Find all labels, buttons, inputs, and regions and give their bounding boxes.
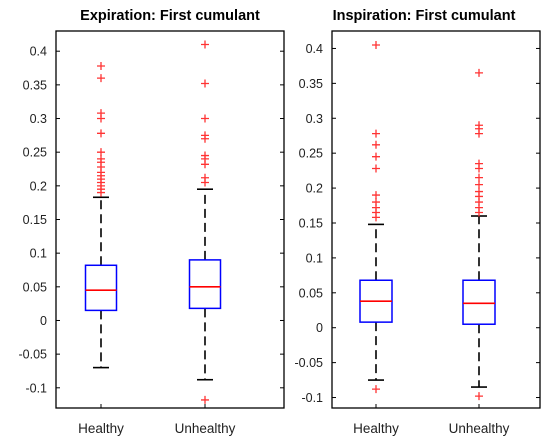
x-category-label: Healthy bbox=[353, 421, 399, 436]
outlier-point bbox=[475, 208, 483, 217]
box-unhealthy bbox=[188, 40, 222, 404]
y-tick-label: 0.3 bbox=[30, 112, 47, 126]
y-tick-label: 0 bbox=[316, 321, 323, 335]
outlier-point bbox=[372, 140, 380, 149]
outlier-point bbox=[201, 178, 209, 187]
outlier-point bbox=[97, 188, 105, 197]
outlier-point bbox=[372, 213, 380, 222]
outlier-point bbox=[201, 134, 209, 143]
axes-frame bbox=[55, 30, 285, 409]
outlier-point bbox=[97, 129, 105, 138]
y-tick-label: 0.2 bbox=[30, 179, 47, 193]
inspiration-panel: Inspiration: First cumulant -0.1 -0.05 0 0.… bbox=[295, 8, 541, 436]
outlier-point bbox=[475, 164, 483, 173]
y-tick-label: -0.05 bbox=[19, 348, 48, 362]
y-tick-label: 0.2 bbox=[306, 182, 323, 196]
y-tick-label: 0.15 bbox=[23, 213, 47, 227]
y-tick-label: 0.15 bbox=[299, 216, 323, 230]
y-tick-label: 0.1 bbox=[306, 251, 323, 265]
y-tick-label: 0.25 bbox=[299, 147, 323, 161]
y-tick-label: 0.35 bbox=[23, 78, 47, 92]
box-healthy bbox=[84, 62, 118, 369]
outlier-point bbox=[97, 62, 105, 71]
y-tick-label: 0.05 bbox=[23, 280, 47, 294]
outlier-point bbox=[372, 152, 380, 161]
x-category-label: Unhealthy bbox=[449, 421, 510, 436]
y-tick-label: -0.1 bbox=[25, 381, 47, 395]
outlier-point bbox=[97, 114, 105, 123]
inspiration-title: Inspiration: First cumulant bbox=[333, 8, 516, 24]
expiration-panel: Expiration: First cumulant -0.1 -0.05 0 0.0… bbox=[19, 8, 285, 436]
outlier-point bbox=[201, 395, 209, 404]
outlier-point bbox=[372, 385, 380, 394]
y-tick-label: 0.1 bbox=[30, 247, 47, 261]
interquartile-box bbox=[462, 279, 496, 325]
outlier-point bbox=[475, 180, 483, 189]
outlier-point bbox=[475, 129, 483, 138]
y-tick-label: 0.35 bbox=[299, 77, 323, 91]
outlier-point bbox=[372, 129, 380, 138]
y-tick-label: -0.1 bbox=[301, 391, 323, 405]
y-tick-label: 0.3 bbox=[306, 112, 323, 126]
outlier-point bbox=[475, 173, 483, 182]
outlier-point bbox=[201, 114, 209, 123]
x-category-label: Healthy bbox=[78, 421, 124, 436]
outlier-point bbox=[201, 160, 209, 169]
box-healthy bbox=[359, 40, 393, 394]
outlier-point bbox=[97, 74, 105, 83]
y-tick-label: 0.05 bbox=[299, 286, 323, 300]
y-tick-label: -0.05 bbox=[295, 356, 324, 370]
outlier-point bbox=[201, 40, 209, 49]
box-unhealthy bbox=[462, 68, 496, 401]
outlier-point bbox=[475, 68, 483, 77]
y-tick-label: 0.4 bbox=[30, 45, 47, 59]
outlier-point bbox=[201, 79, 209, 88]
x-category-label: Unhealthy bbox=[175, 421, 236, 436]
axes-frame bbox=[331, 30, 541, 409]
y-tick-label: 0 bbox=[40, 314, 47, 328]
y-tick-label: 0.4 bbox=[306, 42, 323, 56]
outlier-point bbox=[372, 164, 380, 173]
interquartile-box bbox=[84, 264, 118, 312]
interquartile-box bbox=[188, 259, 222, 310]
outlier-point bbox=[475, 392, 483, 401]
outlier-point bbox=[372, 191, 380, 200]
outlier-point bbox=[372, 40, 380, 49]
y-tick-label: 0.25 bbox=[23, 146, 47, 160]
expiration-title: Expiration: First cumulant bbox=[80, 8, 260, 24]
outlier-point bbox=[97, 148, 105, 157]
